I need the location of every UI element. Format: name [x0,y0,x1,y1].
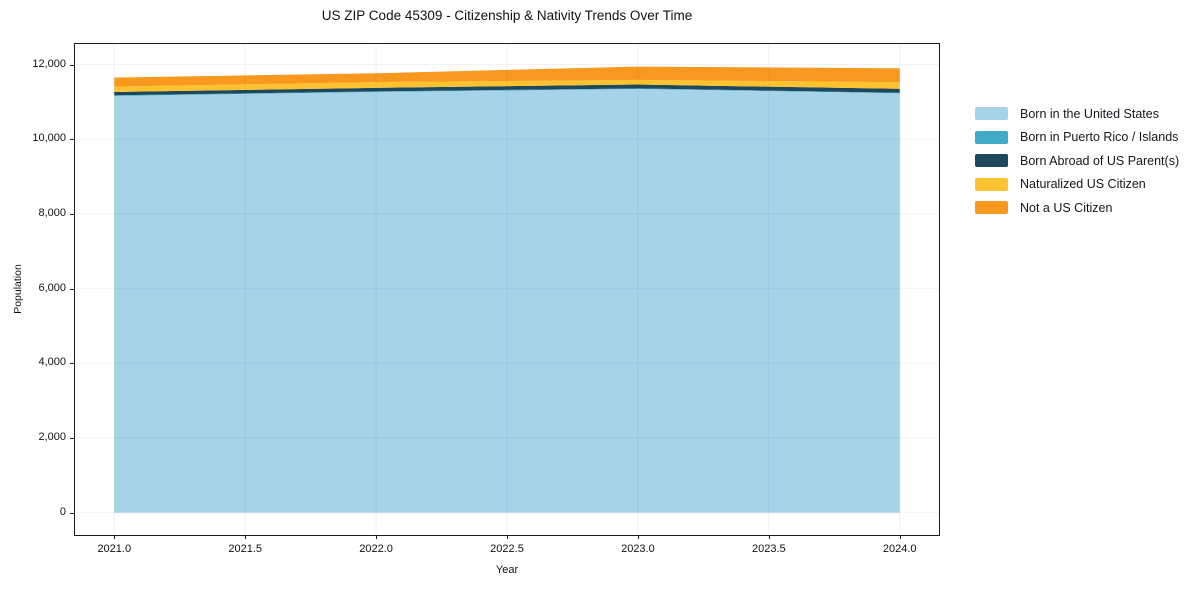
legend-swatch [975,201,1008,215]
x-tick [899,535,901,539]
legend-label: Not a US Citizen [1020,200,1113,215]
legend-item-not-a-us-citizen: Not a US Citizen [975,196,1179,220]
y-tick [70,288,74,290]
legend-swatch [975,154,1008,168]
y-tick-label: 8,000 [38,206,66,219]
x-tick-label: 2021.5 [228,543,262,555]
legend-label: Naturalized US Citizen [1020,177,1146,192]
stacked-area-chart [75,44,939,535]
legend-item-born-in-the-united-states: Born in the United States [975,102,1179,126]
area-born-in-the-united-states [114,88,900,513]
legend-label: Born in Puerto Rico / Islands [1020,130,1179,145]
x-tick [114,535,116,539]
x-tick-label: 2024.0 [882,543,917,555]
y-tick-label: 6,000 [38,281,66,294]
y-tick [70,139,74,141]
x-tick-label: 2021.0 [97,543,132,555]
area-born-abroad-of-us-parent-s [114,84,900,96]
y-tick [70,213,74,215]
y-tick-label: 10,000 [32,132,66,145]
x-tick [245,535,247,539]
x-tick [507,535,508,539]
plot-area [74,43,940,536]
y-tick-label: 12,000 [32,57,66,70]
x-tick-label: 2022.5 [490,543,524,555]
x-tick [768,535,770,539]
legend-swatch [975,177,1008,191]
area-not-a-us-citizen [114,66,900,87]
x-axis-label: Year [495,564,519,576]
legend-item-born-abroad-of-us-parent-s: Born Abroad of US Parent(s) [975,149,1179,173]
y-tick [70,363,74,365]
y-tick [70,64,74,66]
legend-item-born-in-puerto-rico-islands: Born in Puerto Rico / Islands [975,126,1179,150]
legend-swatch [975,130,1008,144]
y-tick [70,437,74,439]
x-tick-label: 2022.0 [359,543,393,555]
x-tick-label: 2023.0 [621,543,655,555]
y-tick-label: 0 [59,505,66,518]
x-tick [637,535,639,539]
y-tick-label: 2,000 [38,430,66,443]
legend-swatch [975,107,1008,121]
x-tick-label: 2023.5 [751,543,786,555]
legend-label: Born Abroad of US Parent(s) [1020,153,1180,168]
area-naturalized-us-citizen [114,79,900,92]
legend: Born in the United States Born in Puerto … [975,102,1179,220]
x-tick [376,535,378,539]
legend-label: Born in the United States [1020,106,1159,121]
legend-item-naturalized-us-citizen: Naturalized US Citizen [975,173,1179,197]
y-tick [70,512,74,514]
chart-title: US ZIP Code 45309 - Citizenship & Nativi… [321,8,693,23]
y-tick-label: 4,000 [38,356,66,369]
